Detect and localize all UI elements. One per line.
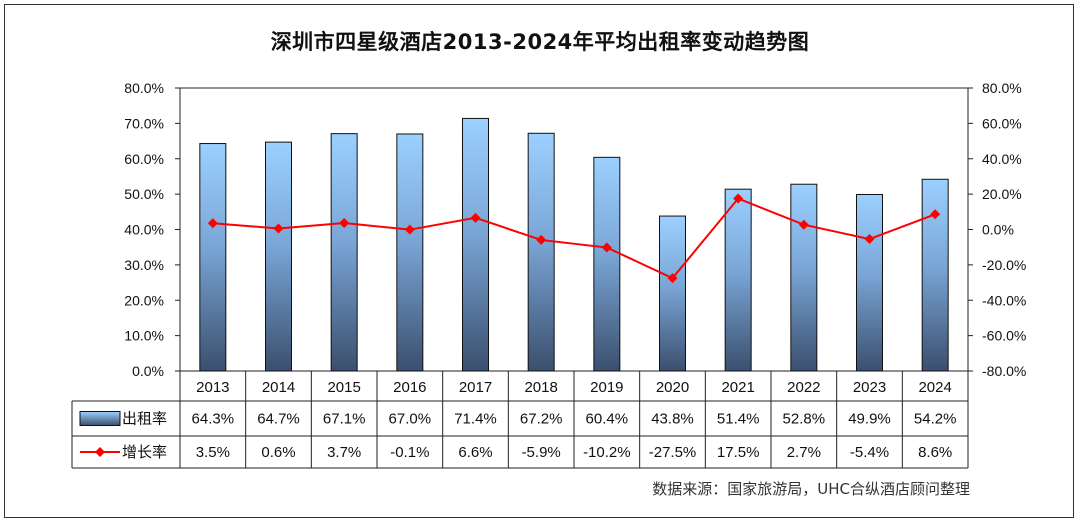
data-source-note: 数据来源：国家旅游局，UHC合纵酒店顾问整理 <box>652 480 970 498</box>
bar-2024 <box>921 178 949 372</box>
occupancy-value: 67.2% <box>520 411 563 428</box>
occupancy-value: 49.9% <box>848 411 891 428</box>
category-label: 2024 <box>918 379 951 396</box>
right-axis-tick-label: -20.0% <box>982 257 1026 273</box>
category-label: 2019 <box>590 379 623 396</box>
legend-label-growth: 增长率 <box>122 443 167 461</box>
occupancy-value: 64.7% <box>257 411 300 428</box>
occupancy-value: 67.1% <box>323 411 366 428</box>
category-label: 2015 <box>327 379 360 396</box>
growth-point-2014 <box>273 223 284 234</box>
bar-2013 <box>199 143 227 372</box>
growth-point-2013 <box>207 218 218 229</box>
growth-point-2019 <box>601 242 612 253</box>
legend-key-marker <box>95 447 105 457</box>
category-label: 2016 <box>393 379 426 396</box>
category-label: 2014 <box>262 379 295 396</box>
category-label: 2020 <box>656 379 689 396</box>
growth-value: -27.5% <box>649 444 697 461</box>
right-axis-tick-label: -80.0% <box>982 363 1026 379</box>
growth-value: 0.6% <box>261 444 295 461</box>
right-axis-tick-label: 60.0% <box>982 115 1022 131</box>
growth-value: 2.7% <box>787 444 821 461</box>
left-axis-tick-label: 20.0% <box>124 292 164 308</box>
bar-2022 <box>790 183 818 372</box>
bar-2019 <box>593 156 621 372</box>
growth-point-2021 <box>733 193 744 204</box>
growth-point-2022 <box>798 219 809 230</box>
occupancy-value: 60.4% <box>586 411 629 428</box>
occupancy-value: 54.2% <box>914 411 957 428</box>
category-label: 2023 <box>853 379 886 396</box>
category-label: 2017 <box>459 379 492 396</box>
growth-point-2023 <box>864 234 875 245</box>
right-axis-tick-label: 0.0% <box>982 222 1014 238</box>
category-label: 2018 <box>524 379 557 396</box>
growth-value: 3.5% <box>196 444 230 461</box>
occupancy-value: 52.8% <box>783 411 826 428</box>
occupancy-value: 43.8% <box>651 411 694 428</box>
right-axis-tick-label: 20.0% <box>982 186 1022 202</box>
left-axis-tick-label: 10.0% <box>124 328 164 344</box>
right-axis-tick-label: -40.0% <box>982 292 1026 308</box>
growth-point-2018 <box>536 234 547 245</box>
growth-point-2020 <box>667 273 678 284</box>
occupancy-value: 71.4% <box>454 411 497 428</box>
left-axis-tick-label: 30.0% <box>124 257 164 273</box>
left-axis-tick-label: 60.0% <box>124 151 164 167</box>
occupancy-value: 64.3% <box>192 411 235 428</box>
bar-2014 <box>265 141 292 372</box>
bar-2021 <box>724 188 752 372</box>
growth-value: -5.9% <box>522 444 561 461</box>
growth-value: -5.4% <box>850 444 889 461</box>
chart-title: 深圳市四星级酒店2013-2024年平均出租率变动趋势图 <box>270 30 810 54</box>
growth-point-2016 <box>404 224 415 235</box>
right-axis-tick-label: 80.0% <box>982 80 1022 96</box>
bar-2020 <box>659 215 686 372</box>
bar-2016 <box>396 133 424 372</box>
growth-point-2017 <box>470 212 481 223</box>
occupancy-value: 51.4% <box>717 411 760 428</box>
growth-rate-line <box>212 197 936 280</box>
legend-label-occupancy: 出租率 <box>122 410 167 428</box>
bar-2023 <box>856 193 883 372</box>
growth-value: 6.6% <box>458 444 492 461</box>
left-axis-tick-label: 70.0% <box>124 115 164 131</box>
right-axis-tick-label: -60.0% <box>982 328 1026 344</box>
right-axis-tick-label: 40.0% <box>982 151 1022 167</box>
growth-value: -0.1% <box>390 444 429 461</box>
growth-value: 3.7% <box>327 444 361 461</box>
left-axis-tick-label: 50.0% <box>124 186 164 202</box>
left-axis-tick-label: 40.0% <box>124 222 164 238</box>
growth-value: 8.6% <box>918 444 952 461</box>
legend-key-bar <box>79 411 121 426</box>
growth-value: -10.2% <box>583 444 631 461</box>
category-label: 2021 <box>721 379 754 396</box>
bar-2018 <box>527 132 555 372</box>
growth-value: 17.5% <box>717 444 760 461</box>
occupancy-value: 67.0% <box>389 411 432 428</box>
plot-area <box>179 87 969 372</box>
left-axis-tick-label: 0.0% <box>132 363 164 379</box>
category-label: 2013 <box>196 379 229 396</box>
growth-point-2015 <box>339 217 350 228</box>
bar-2017 <box>462 117 489 372</box>
growth-point-2024 <box>930 209 941 220</box>
category-label: 2022 <box>787 379 820 396</box>
bar-2015 <box>330 133 358 372</box>
left-axis-tick-label: 80.0% <box>124 80 164 96</box>
